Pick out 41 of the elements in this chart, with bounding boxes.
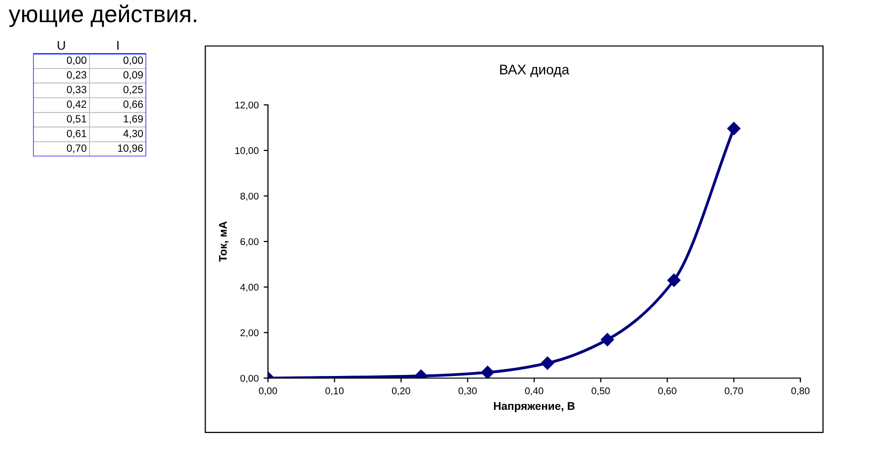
text: I (117, 41, 118, 50)
y-tick-label: 6,00 (240, 238, 259, 246)
text: 0,25 (123, 86, 143, 94)
text: 0,70 (66, 144, 86, 154)
x-tick-label: 0,50 (592, 387, 610, 396)
text: 0,61 (66, 130, 86, 138)
text: ующие действия. (8, 4, 196, 28)
y-tick-label: 4,00 (240, 284, 259, 292)
point (481, 366, 494, 378)
text: 0,33 (66, 86, 86, 94)
x-tick-label: 0,20 (392, 387, 410, 396)
y-tick-label: 0,00 (240, 374, 259, 383)
text: 0,42 (66, 100, 86, 110)
text: 1,69 (124, 115, 143, 124)
x-tick-label: 0,80 (791, 387, 810, 396)
x-tick-label: 0,60 (658, 387, 676, 396)
x-tick-label: 0,40 (525, 387, 544, 396)
text: 0,51 (66, 115, 86, 124)
y-tick-label: 8,00 (240, 192, 259, 201)
x-axis-title: Напряжение, В (494, 402, 575, 412)
text: 0,00 (123, 56, 143, 66)
x-tick-label: 0,00 (258, 387, 278, 396)
text: 10,96 (118, 144, 143, 154)
x-tick-label: 0,10 (325, 387, 344, 396)
y-tick-label: 10,00 (235, 147, 259, 156)
y-axis-title: Ток, мА (219, 221, 228, 262)
point (727, 122, 740, 136)
text: 0,66 (123, 100, 143, 110)
x-tick-label: 0,30 (458, 387, 477, 396)
point (600, 333, 614, 346)
chart-title: ВАХ диода (500, 64, 570, 78)
x-tick-label: 0,70 (724, 387, 743, 396)
point (540, 356, 554, 370)
text: 0,00 (66, 56, 86, 66)
y-tick-label: 2,00 (240, 329, 259, 338)
y-tick-label: 12,00 (235, 102, 259, 110)
text: 4,30 (123, 130, 143, 138)
text: 0,23 (66, 71, 86, 80)
point (667, 274, 681, 287)
text: 0,09 (123, 71, 143, 80)
text: U (58, 41, 65, 50)
